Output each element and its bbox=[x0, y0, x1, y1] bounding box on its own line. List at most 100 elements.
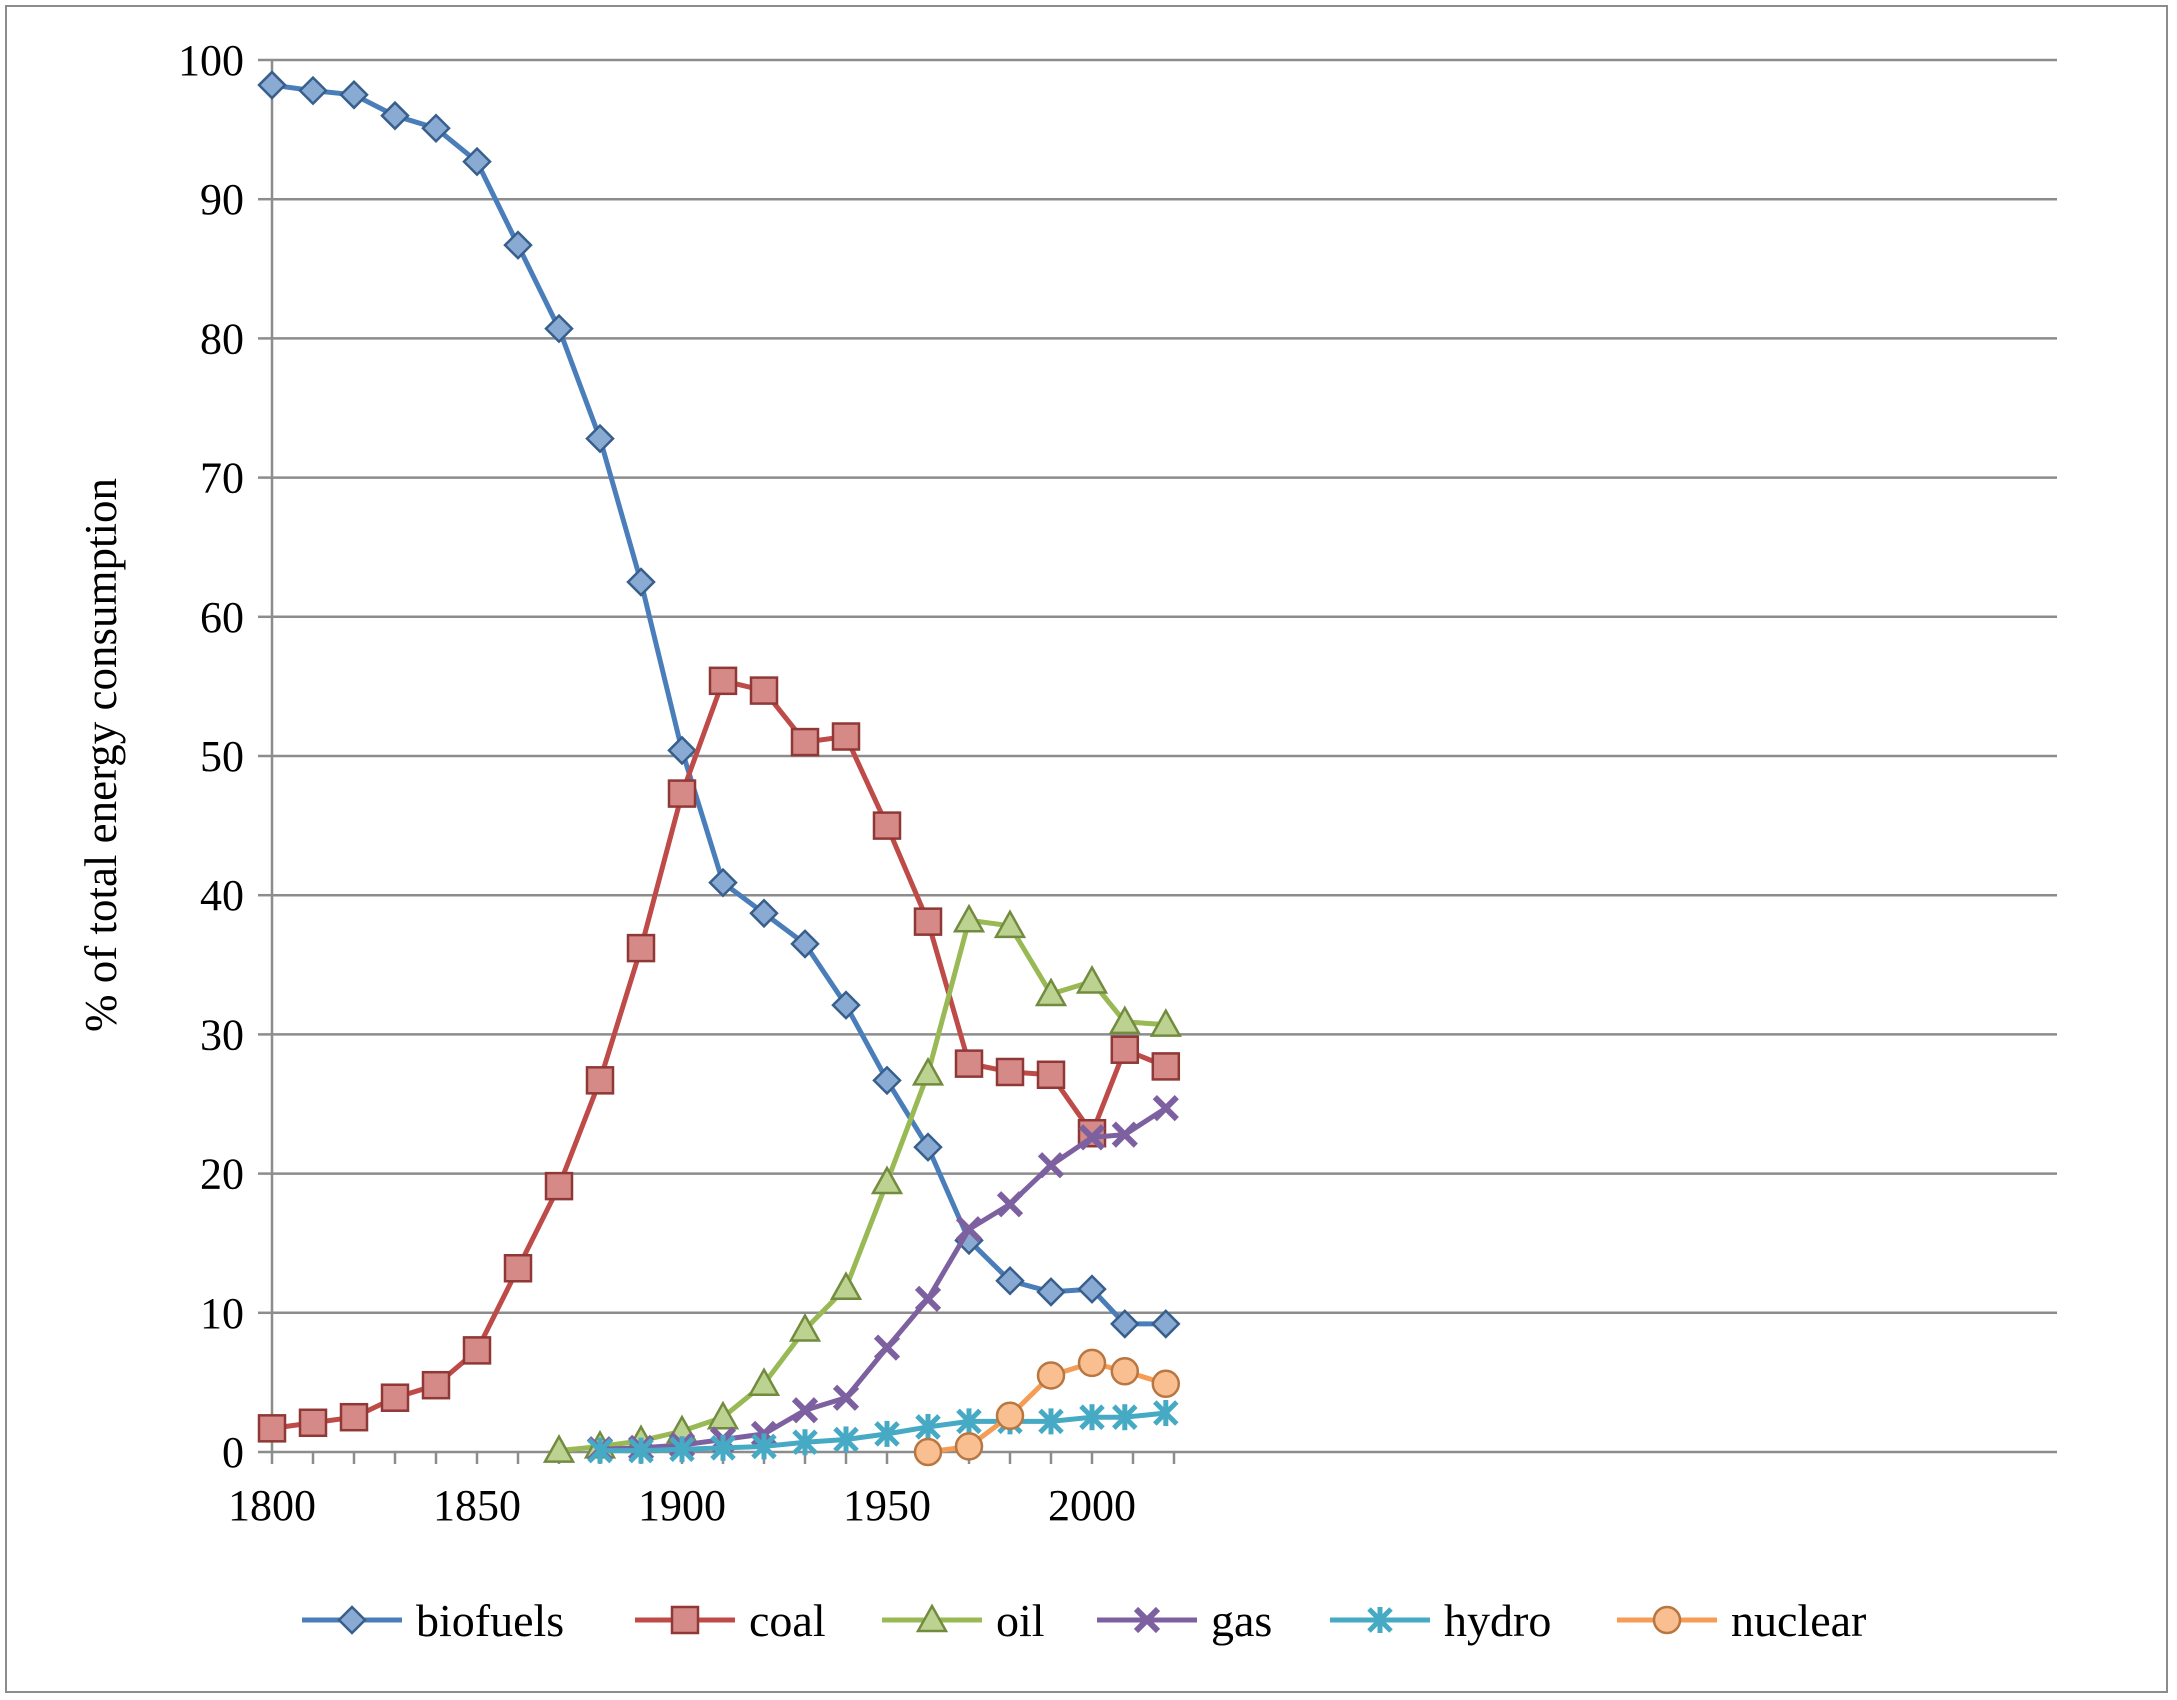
coal-point bbox=[257, 1414, 287, 1443]
nuclear-point bbox=[1110, 1357, 1140, 1386]
biofuels-point bbox=[1036, 1277, 1066, 1307]
gas-point bbox=[832, 1384, 860, 1411]
coal-point bbox=[339, 1402, 369, 1432]
oil-point bbox=[911, 1056, 945, 1086]
coal-point bbox=[544, 1171, 574, 1201]
biofuels-point bbox=[667, 735, 697, 766]
gas-point bbox=[1111, 1121, 1138, 1148]
biofuels-point bbox=[1110, 1309, 1140, 1339]
biofuels-point bbox=[1151, 1309, 1181, 1339]
series-hydro bbox=[587, 1400, 1179, 1464]
coal-point bbox=[667, 779, 697, 808]
oil-point bbox=[706, 1400, 740, 1430]
hydro-point bbox=[587, 1437, 613, 1464]
coal-point bbox=[626, 933, 656, 963]
biofuels-point bbox=[339, 80, 369, 110]
x-tick-label: 1800 bbox=[228, 1481, 316, 1530]
y-tick-label: 0 bbox=[222, 1428, 244, 1477]
hydro-point bbox=[915, 1413, 941, 1440]
series-biofuels bbox=[257, 70, 1181, 1339]
x-tick-label: 1850 bbox=[433, 1481, 521, 1530]
y-tick-label: 20 bbox=[200, 1150, 244, 1199]
y-axis-title: % of total energy consumption bbox=[76, 478, 126, 1032]
nuclear-point bbox=[995, 1401, 1025, 1431]
gas-point bbox=[1037, 1152, 1065, 1179]
oil-point bbox=[952, 903, 986, 933]
oil-point bbox=[1034, 977, 1068, 1007]
hydro-point bbox=[1153, 1400, 1179, 1427]
coal-point bbox=[585, 1066, 615, 1095]
hydro-point bbox=[1112, 1404, 1138, 1431]
y-tick-label: 40 bbox=[200, 871, 244, 920]
hydro-point bbox=[874, 1420, 900, 1447]
legend-marker bbox=[915, 1603, 949, 1633]
gas-line bbox=[599, 1106, 1168, 1452]
nuclear-point bbox=[913, 1437, 943, 1467]
axes: 0 10 20 30 40 50 60 70 80 90 100 1800 1850 1900 1950 20… bbox=[178, 36, 2057, 1530]
legend-marker bbox=[337, 1605, 367, 1635]
biofuels-point bbox=[872, 1065, 902, 1096]
legend-label: oil bbox=[996, 1595, 1045, 1646]
gas-point bbox=[791, 1397, 819, 1424]
coal-point bbox=[1110, 1035, 1140, 1064]
x-tick-label: 2000 bbox=[1048, 1481, 1136, 1530]
gas-point bbox=[873, 1334, 901, 1361]
hydro-point bbox=[628, 1437, 654, 1464]
legend-label: biofuels bbox=[416, 1595, 564, 1646]
coal-point bbox=[749, 676, 779, 705]
legend-marker bbox=[670, 1605, 700, 1635]
coal-point bbox=[954, 1049, 984, 1078]
oil-point bbox=[1075, 964, 1109, 994]
coal-point bbox=[1151, 1052, 1181, 1081]
coal-point bbox=[913, 907, 943, 936]
oil-line bbox=[558, 917, 1166, 1454]
coal-point bbox=[421, 1370, 451, 1400]
coal-point bbox=[380, 1383, 410, 1412]
biofuels-point bbox=[995, 1266, 1025, 1296]
legend-label: coal bbox=[749, 1595, 826, 1646]
legend-marker bbox=[1367, 1607, 1393, 1633]
biofuels-point bbox=[298, 75, 328, 106]
y-tick-label: 10 bbox=[200, 1289, 244, 1338]
coal-point bbox=[995, 1057, 1025, 1087]
biofuels-point bbox=[503, 230, 533, 260]
nuclear-point bbox=[1151, 1369, 1181, 1399]
hydro-point bbox=[751, 1433, 777, 1460]
x-tick-label: 1900 bbox=[638, 1481, 726, 1530]
oil-point bbox=[747, 1367, 781, 1397]
coal-point bbox=[790, 727, 820, 757]
biofuels-line bbox=[271, 82, 1166, 1327]
legend-marker bbox=[1652, 1605, 1682, 1635]
biofuels-point bbox=[626, 567, 656, 597]
nuclear-point bbox=[954, 1432, 984, 1461]
gas-point bbox=[955, 1216, 983, 1243]
hydro-point bbox=[1038, 1408, 1064, 1435]
legend-item-nuclear: nuclear bbox=[1617, 1595, 1866, 1646]
oil-point bbox=[993, 909, 1027, 939]
gas-point bbox=[1152, 1095, 1179, 1122]
legend-label: nuclear bbox=[1731, 1595, 1866, 1646]
biofuels-point bbox=[421, 113, 451, 143]
gas-point bbox=[996, 1191, 1024, 1218]
coal-line bbox=[271, 678, 1167, 1431]
x-tick-label: 1950 bbox=[843, 1481, 931, 1530]
hydro-point bbox=[833, 1426, 859, 1453]
biofuels-point bbox=[790, 929, 820, 959]
legend: biofuels coal oil gas hydro nuclear bbox=[302, 1595, 1866, 1646]
coal-point bbox=[298, 1408, 328, 1438]
legend-item-biofuels: biofuels bbox=[302, 1595, 564, 1646]
biofuels-point bbox=[380, 100, 410, 131]
coal-point bbox=[872, 811, 902, 840]
hydro-point bbox=[792, 1429, 818, 1456]
biofuels-point bbox=[462, 146, 492, 177]
series-nuclear bbox=[913, 1348, 1181, 1467]
y-tick-label: 50 bbox=[200, 732, 244, 781]
oil-point bbox=[1149, 1008, 1182, 1037]
y-tick-label: 100 bbox=[178, 36, 244, 85]
hydro-point bbox=[710, 1434, 736, 1461]
coal-point bbox=[1036, 1060, 1066, 1090]
nuclear-point bbox=[1077, 1348, 1107, 1378]
coal-point bbox=[462, 1336, 492, 1365]
hydro-point bbox=[669, 1436, 695, 1463]
legend-label: hydro bbox=[1444, 1595, 1551, 1646]
